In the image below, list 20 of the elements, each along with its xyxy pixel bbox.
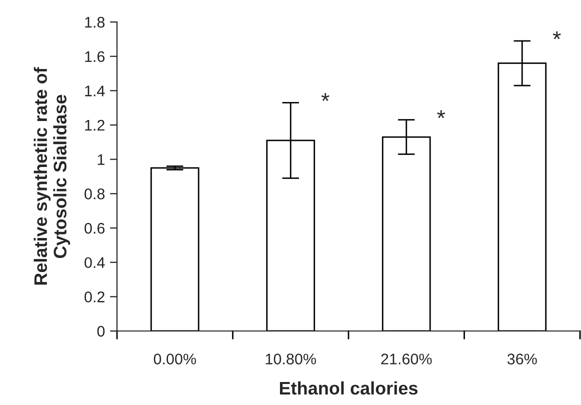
x-tick-label: 0.00%: [154, 354, 196, 364]
y-tick-label: 1.8: [85, 16, 105, 28]
annotation: *: [552, 31, 561, 40]
x-axis-title: Ethanol calories: [280, 381, 418, 395]
y-tick-label: 1.4: [85, 86, 105, 96]
annotation: *: [321, 93, 330, 101]
bar: [150, 167, 200, 331]
y-tick-label: 0.8: [84, 188, 105, 200]
x-tick-label: 36%: [507, 354, 537, 364]
y-tick-label: 0.6: [84, 222, 105, 234]
x-tick-label: 21.60%: [381, 354, 432, 364]
y-tick-label: 0.4: [84, 257, 105, 268]
y-tick-label: 0: [97, 326, 105, 337]
x-tick-label: 10.80%: [266, 354, 316, 364]
y-tick-label: 0.2: [84, 292, 104, 302]
y-tick-label: 1.2: [85, 120, 104, 131]
y-tick-label: 1: [98, 154, 104, 165]
y-tick-label: 1.6: [85, 51, 105, 62]
annotation: *: [437, 110, 446, 118]
y-axis-title: Relative synthetiic rate of Cytosolic Sialidase: [34, 67, 70, 285]
